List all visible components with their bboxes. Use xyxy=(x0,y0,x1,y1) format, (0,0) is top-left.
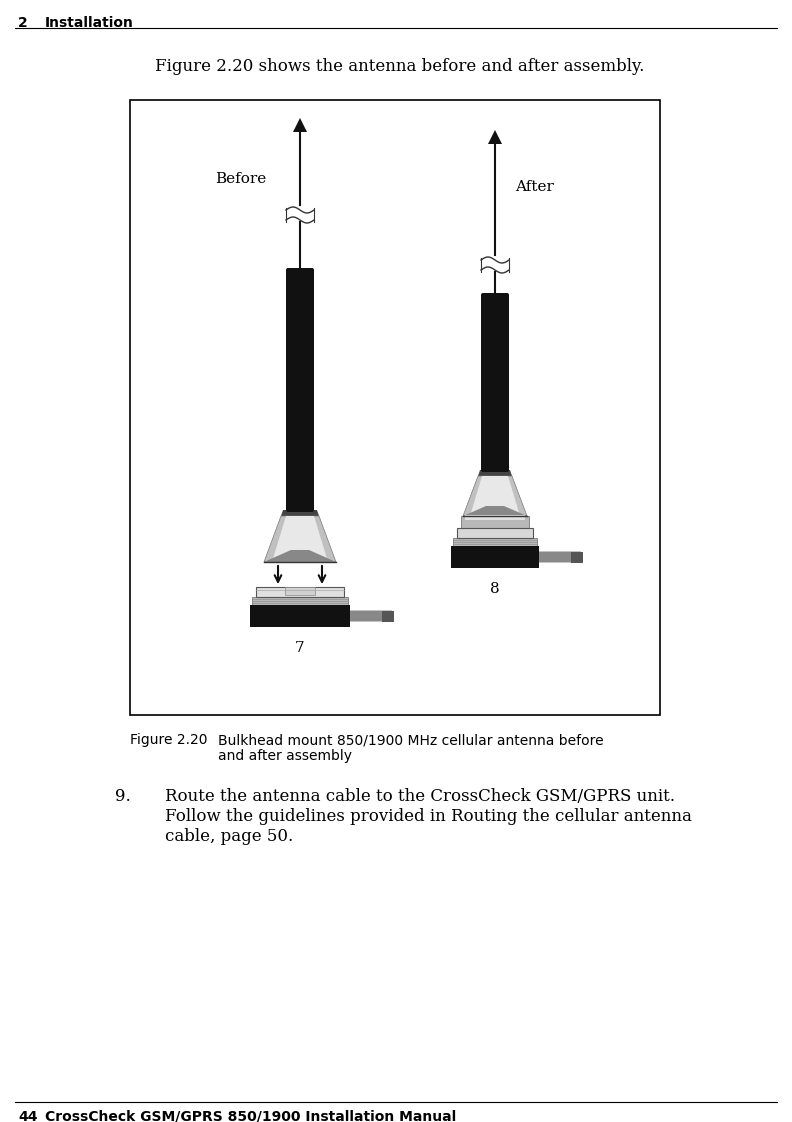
FancyBboxPatch shape xyxy=(453,539,537,546)
FancyBboxPatch shape xyxy=(252,597,348,605)
Text: 2: 2 xyxy=(18,16,28,30)
Text: and after assembly: and after assembly xyxy=(218,749,352,763)
Polygon shape xyxy=(264,550,336,562)
Polygon shape xyxy=(463,476,527,516)
FancyBboxPatch shape xyxy=(571,552,583,562)
FancyBboxPatch shape xyxy=(250,605,350,627)
Bar xyxy=(130,100,660,715)
Text: Follow the guidelines provided in Routing the cellular antenna: Follow the guidelines provided in Routin… xyxy=(165,808,692,825)
Text: Figure 2.20 shows the antenna before and after assembly.: Figure 2.20 shows the antenna before and… xyxy=(155,58,645,75)
Polygon shape xyxy=(264,516,336,562)
FancyBboxPatch shape xyxy=(256,587,344,597)
Polygon shape xyxy=(470,476,520,516)
Polygon shape xyxy=(272,516,328,562)
Text: 44: 44 xyxy=(18,1110,37,1122)
FancyBboxPatch shape xyxy=(539,552,581,562)
Polygon shape xyxy=(488,130,502,144)
Text: 8: 8 xyxy=(490,582,500,596)
Text: Installation: Installation xyxy=(45,16,134,30)
Text: Bulkhead mount 850/1900 MHz cellular antenna before: Bulkhead mount 850/1900 MHz cellular ant… xyxy=(218,733,604,747)
Text: CrossCheck GSM/GPRS 850/1900 Installation Manual: CrossCheck GSM/GPRS 850/1900 Installatio… xyxy=(45,1110,456,1122)
Text: After: After xyxy=(515,180,554,194)
FancyBboxPatch shape xyxy=(350,610,392,622)
FancyBboxPatch shape xyxy=(465,515,525,519)
Polygon shape xyxy=(461,516,529,528)
FancyBboxPatch shape xyxy=(382,610,394,622)
FancyBboxPatch shape xyxy=(286,268,314,512)
Text: 9.: 9. xyxy=(115,788,131,804)
Polygon shape xyxy=(463,506,527,516)
Polygon shape xyxy=(281,511,319,516)
Text: Before: Before xyxy=(215,172,266,186)
FancyBboxPatch shape xyxy=(451,546,539,568)
Polygon shape xyxy=(478,470,512,476)
Text: Figure 2.20: Figure 2.20 xyxy=(130,733,208,747)
FancyBboxPatch shape xyxy=(481,293,509,472)
Text: 7: 7 xyxy=(295,641,305,655)
Text: cable, page 50.: cable, page 50. xyxy=(165,828,293,845)
Text: Route the antenna cable to the CrossCheck GSM/GPRS unit.: Route the antenna cable to the CrossChec… xyxy=(165,788,675,804)
FancyBboxPatch shape xyxy=(457,528,533,539)
Polygon shape xyxy=(293,118,307,132)
FancyBboxPatch shape xyxy=(285,587,315,595)
